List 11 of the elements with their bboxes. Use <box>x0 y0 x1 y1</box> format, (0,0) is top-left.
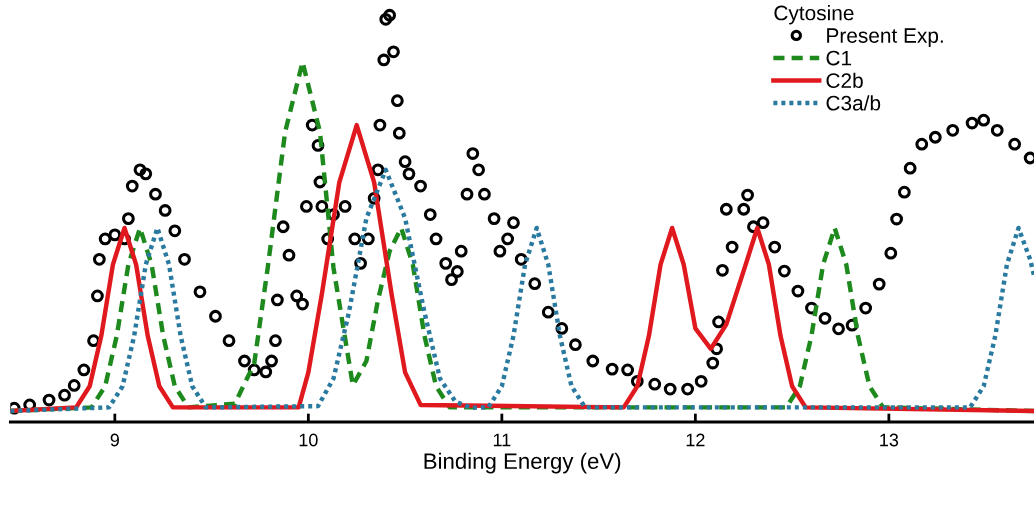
x-tick-label: 13 <box>880 433 899 447</box>
legend-label: Present Exp. <box>827 28 943 48</box>
x-tick-label: 12 <box>686 433 705 447</box>
legend-label: C3a/b <box>826 95 881 111</box>
legend-label: C2b <box>826 72 863 88</box>
x-tick-label: 11 <box>493 433 511 447</box>
legend-label: C1 <box>826 50 852 66</box>
x-tick-label: 10 <box>299 433 318 447</box>
x-tick-label: 9 <box>110 433 119 447</box>
legend-title: Cytosine <box>774 5 854 25</box>
x-axis-title: Binding Energy (eV) <box>424 452 621 474</box>
